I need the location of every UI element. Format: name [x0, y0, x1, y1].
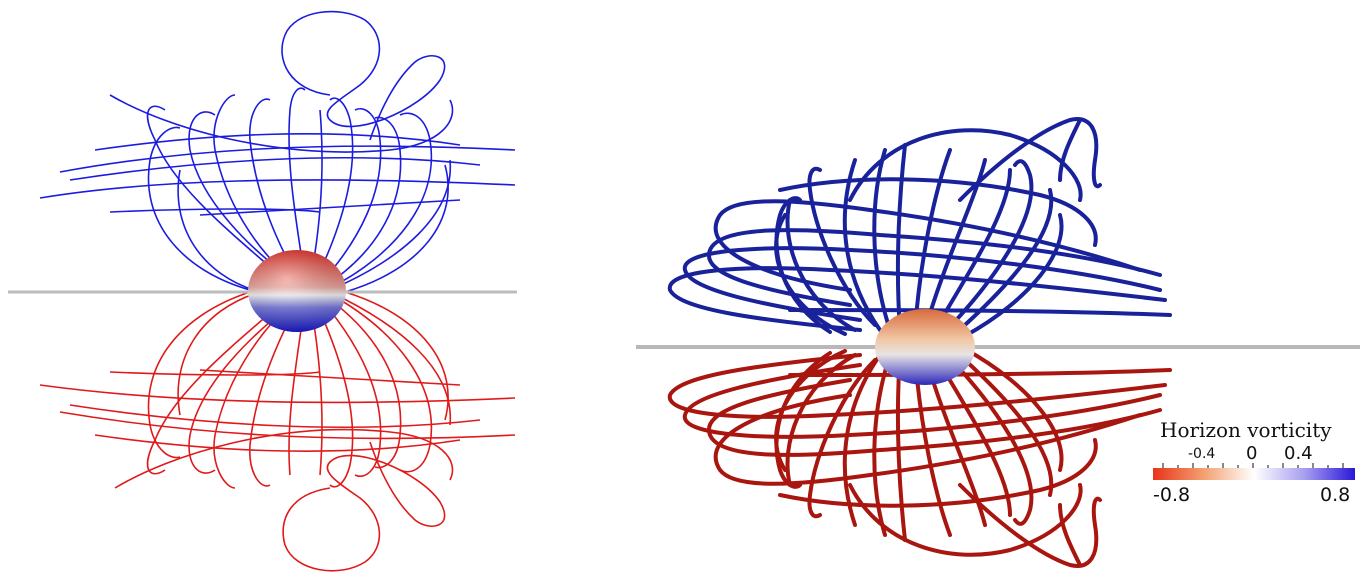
right-upper-field-tubes: [667, 117, 1172, 338]
left-lower-field-lines: [39, 291, 516, 572]
colorbar-max-label: 0.8: [1320, 484, 1351, 506]
left-upper-field-lines: [39, 10, 516, 293]
left-horizon-sphere: [248, 250, 346, 332]
right-panel: [636, 117, 1360, 568]
colorbar-minor-ticks: [1162, 463, 1344, 468]
colorbar-gradient: [1153, 468, 1355, 480]
colorbar-tick-zero: 0: [1246, 443, 1258, 464]
colorbar-min-label: -0.8: [1153, 484, 1191, 506]
colorbar: [1153, 463, 1355, 480]
colorbar-tick-neg04: -0.4: [1188, 446, 1216, 462]
colorbar-title: Horizon vorticity: [1160, 418, 1332, 442]
right-horizon-sphere: [875, 309, 975, 385]
left-panel: [8, 10, 517, 572]
colorbar-tick-pos04: 0.4: [1284, 443, 1313, 464]
